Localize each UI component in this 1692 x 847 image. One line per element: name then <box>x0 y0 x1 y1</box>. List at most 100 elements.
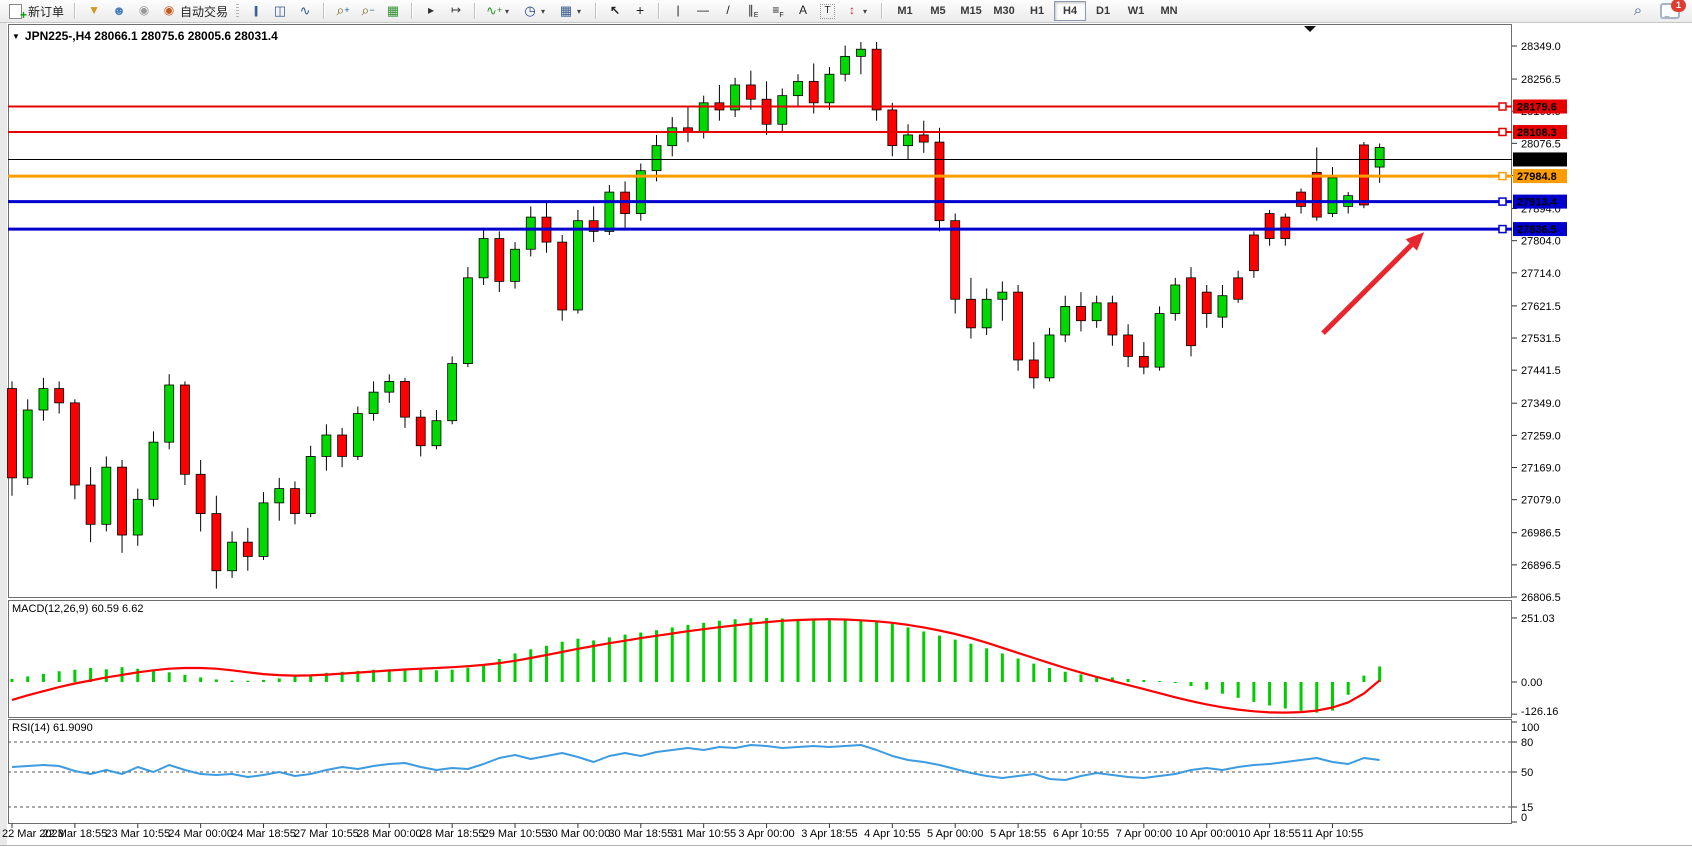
tile-windows-button[interactable] <box>381 1 405 22</box>
svg-text:28031.4: 28031.4 <box>1517 154 1558 166</box>
svg-text:6 Apr 10:55: 6 Apr 10:55 <box>1053 828 1109 840</box>
tile-windows-icon <box>385 3 401 19</box>
template-icon <box>558 3 574 19</box>
timeframe-d1-button[interactable]: D1 <box>1096 5 1111 17</box>
zoom-in-button[interactable] <box>331 1 355 22</box>
svg-text:-126.16: -126.16 <box>1521 706 1558 718</box>
trend-arrow-annotation <box>1321 232 1425 335</box>
timeframe-m1-button[interactable]: M1 <box>897 5 913 17</box>
svg-text:26986.5: 26986.5 <box>1521 528 1561 540</box>
chevron-down-icon <box>505 7 513 16</box>
svg-text:27621.5: 27621.5 <box>1521 301 1561 313</box>
chat-button[interactable]: 1 <box>1660 0 1686 19</box>
cursor-tool-button[interactable] <box>603 1 627 22</box>
timeframe-m5-button[interactable]: M5 <box>930 5 946 17</box>
svg-text:27 Mar 10:55: 27 Mar 10:55 <box>294 828 359 840</box>
fibonacci-tool-button[interactable] <box>766 1 790 22</box>
vertical-line-tool-button[interactable] <box>666 1 690 22</box>
text-label-icon <box>820 3 836 19</box>
chevron-down-icon <box>577 7 585 16</box>
auto-scroll-button[interactable] <box>419 1 443 22</box>
fibonacci-icon <box>770 3 786 19</box>
svg-text:27984.8: 27984.8 <box>1517 171 1557 183</box>
auto-trading-icon <box>161 3 177 19</box>
arrows-tool-button[interactable] <box>840 1 875 22</box>
indicators-icon <box>486 3 502 19</box>
crosshair-tool-button[interactable] <box>628 1 652 22</box>
data-window-icon <box>111 3 127 19</box>
timeframe-h4-button[interactable]: H4 <box>1054 1 1087 21</box>
text-label-tool-button[interactable] <box>816 1 839 22</box>
new-order-icon <box>9 3 27 23</box>
auto-trading-label: 自动交易 <box>180 4 229 19</box>
svg-text:10 Apr 18:55: 10 Apr 18:55 <box>1238 828 1300 840</box>
svg-text:24 Mar 00:00: 24 Mar 00:00 <box>168 828 233 840</box>
svg-text:4 Apr 10:55: 4 Apr 10:55 <box>864 828 920 840</box>
timeframe-h1-button[interactable]: H1 <box>1030 5 1045 17</box>
toolbar-separator <box>411 3 414 19</box>
periods-button[interactable] <box>518 1 553 22</box>
auto-trading-button[interactable]: 自动交易 <box>157 1 232 22</box>
svg-text:27441.5: 27441.5 <box>1521 365 1561 377</box>
svg-text:28076.5: 28076.5 <box>1521 138 1561 150</box>
horizontal-line-tool-button[interactable] <box>691 1 715 22</box>
svg-text:27913.4: 27913.4 <box>1517 197 1558 209</box>
crosshair-icon <box>632 3 648 19</box>
timeframe-mn-button[interactable]: MN <box>1160 5 1178 17</box>
svg-text:27169.0: 27169.0 <box>1521 463 1561 475</box>
templates-button[interactable] <box>554 1 589 22</box>
equidistant-channel-icon <box>745 3 761 19</box>
toolbar-separator <box>595 3 598 19</box>
zoom-out-icon <box>360 3 376 19</box>
new-order-button[interactable]: 新订单 <box>4 1 68 23</box>
navigator-button[interactable] <box>132 1 156 22</box>
trendline-icon <box>720 3 736 19</box>
market-watch-button[interactable] <box>82 1 106 22</box>
horizontal-line-icon <box>695 3 711 19</box>
svg-text:3 Apr 18:55: 3 Apr 18:55 <box>801 828 857 840</box>
svg-text:11 Apr 10:55: 11 Apr 10:55 <box>1302 828 1364 840</box>
candlestick-chart-button[interactable] <box>268 1 292 22</box>
search-button[interactable] <box>1626 1 1650 22</box>
svg-text:27836.5: 27836.5 <box>1517 224 1557 236</box>
channel-tool-button[interactable] <box>741 1 765 22</box>
search-icon <box>1630 3 1646 19</box>
svg-text:50: 50 <box>1521 767 1533 779</box>
bar-chart-icon <box>247 3 263 19</box>
chart-end-marker <box>1304 26 1316 32</box>
svg-text:251.03: 251.03 <box>1521 613 1555 625</box>
svg-text:15: 15 <box>1521 802 1533 814</box>
timeframe-m30-button[interactable]: M30 <box>993 5 1015 17</box>
zoom-out-button[interactable] <box>356 1 380 22</box>
svg-text:28 Mar 00:00: 28 Mar 00:00 <box>357 828 422 840</box>
svg-text:27079.0: 27079.0 <box>1521 495 1561 507</box>
data-window-button[interactable] <box>107 1 131 22</box>
indicators-button[interactable] <box>482 1 517 22</box>
bar-chart-button[interactable] <box>243 1 267 22</box>
svg-text:5 Apr 18:55: 5 Apr 18:55 <box>990 828 1046 840</box>
trendline-tool-button[interactable] <box>716 1 740 22</box>
svg-text:29 Mar 10:55: 29 Mar 10:55 <box>483 828 548 840</box>
timeframe-w1-button[interactable]: W1 <box>1127 5 1145 17</box>
chart-shift-button[interactable] <box>444 1 468 22</box>
svg-text:23 Mar 10:55: 23 Mar 10:55 <box>105 828 170 840</box>
svg-text:28256.5: 28256.5 <box>1521 74 1561 86</box>
svg-text:28349.0: 28349.0 <box>1521 41 1561 53</box>
toolbar-separator <box>474 3 477 19</box>
text-tool-button[interactable] <box>791 1 815 22</box>
svg-text:0: 0 <box>1521 812 1527 824</box>
chart-shift-icon <box>448 3 464 19</box>
line-chart-button[interactable] <box>293 1 317 22</box>
timeframe-m15-button[interactable]: M15 <box>960 5 982 17</box>
svg-text:5 Apr 00:00: 5 Apr 00:00 <box>927 828 983 840</box>
svg-text:30 Mar 18:55: 30 Mar 18:55 <box>608 828 673 840</box>
zoom-in-icon <box>335 3 351 19</box>
svg-text:28179.6: 28179.6 <box>1517 102 1557 114</box>
svg-text:3 Apr 00:00: 3 Apr 00:00 <box>738 828 794 840</box>
svg-text:100: 100 <box>1521 722 1539 734</box>
chat-notification-badge: 1 <box>1671 0 1686 12</box>
svg-text:10 Apr 00:00: 10 Apr 00:00 <box>1176 828 1238 840</box>
